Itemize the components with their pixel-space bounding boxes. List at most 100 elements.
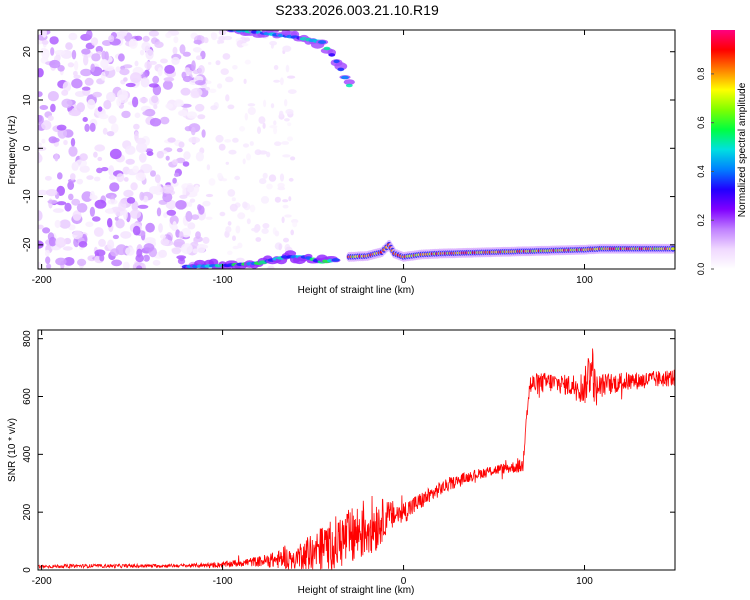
sparse-blob: [282, 154, 291, 158]
snr-x-ticks: -200 -100 0 100: [32, 330, 593, 587]
noise-blob: [182, 186, 187, 197]
noise-blob: [123, 77, 128, 82]
snr-y-ticks: 0 200 400 600 800: [22, 330, 675, 573]
sparse-blob: [215, 134, 224, 143]
noise-blob: [166, 209, 177, 216]
upper-arc-mark: [318, 40, 327, 44]
sparse-blob: [205, 80, 212, 85]
noise-blob: [136, 142, 148, 153]
noise-blob: [185, 210, 193, 222]
noise-blob: [123, 189, 134, 198]
noise-blob: [165, 103, 174, 109]
noise-blob: [185, 69, 193, 76]
noise-blob: [134, 112, 141, 119]
noise-blob: [108, 165, 115, 176]
noise-blob: [201, 83, 207, 90]
noise-blob: [142, 35, 150, 43]
sparse-blob: [241, 43, 249, 47]
figure-title: S233.2026.003.21.10.R19: [275, 2, 439, 18]
noise-blob: [125, 247, 135, 256]
noise-blob: [49, 59, 61, 69]
noise-blob: [112, 234, 119, 240]
noise-blob: [44, 249, 50, 257]
noise-blob: [149, 117, 162, 127]
noise-blob: [80, 68, 92, 77]
noise-blob: [109, 182, 120, 192]
sparse-blob: [268, 174, 277, 182]
sparse-blob: [208, 61, 212, 65]
noise-blob: [130, 182, 138, 191]
noise-blob: [76, 203, 88, 213]
snr-x-axis-label: Height of straight line (km): [298, 585, 415, 596]
noise-blob: [143, 254, 150, 262]
noise-blob: [108, 35, 115, 43]
noise-blob: [101, 40, 112, 46]
sparse-blob: [202, 200, 211, 207]
noise-blob: [159, 234, 166, 239]
noise-blob: [84, 123, 90, 132]
noise-blob: [152, 75, 160, 84]
y-tick-label: -10: [22, 189, 33, 204]
noise-blob: [51, 137, 60, 143]
noise-blob: [62, 246, 73, 251]
upper-arc-mark: [328, 53, 336, 57]
noise-blob: [57, 128, 68, 139]
noise-blob: [38, 153, 43, 164]
noise-blob: [62, 81, 72, 92]
sparse-blob: [232, 235, 236, 241]
noise-blob: [86, 175, 94, 180]
upper-arc-mark: [334, 62, 348, 71]
x-tick-label: 100: [576, 576, 593, 587]
noise-blob: [111, 123, 119, 134]
noise-blob: [154, 41, 164, 48]
noise-blob: [117, 89, 128, 101]
noise-blob: [72, 210, 82, 221]
noise-blob: [121, 110, 131, 119]
noise-blob: [138, 152, 147, 163]
noise-blob: [73, 60, 79, 71]
sparse-blob: [247, 103, 256, 107]
noise-blob: [70, 137, 76, 147]
noise-blob: [158, 249, 167, 258]
colorbar-tick-label: 0.0: [696, 263, 706, 276]
noise-blob: [195, 151, 204, 162]
sparse-blob: [274, 141, 282, 146]
noise-blob: [115, 31, 127, 38]
sparse-blob: [287, 122, 292, 127]
noise-blob: [68, 193, 74, 201]
noise-blob: [79, 153, 88, 161]
sparse-blob: [274, 230, 280, 237]
spectrogram-x-ticks: -200 -100 0 100: [32, 30, 593, 286]
sparse-blob: [266, 183, 273, 190]
noise-blob: [190, 126, 196, 136]
noise-blob: [179, 256, 185, 262]
noise-blob: [182, 51, 191, 57]
noise-blob: [165, 199, 177, 210]
sparse-blob: [249, 204, 256, 213]
noise-blob: [172, 46, 178, 55]
sparse-blob: [263, 99, 267, 108]
noise-blob: [41, 138, 46, 144]
sparse-blob: [261, 228, 269, 235]
sparse-blob: [206, 164, 211, 171]
y-tick-label: 20: [22, 46, 33, 58]
upper-arc-mark: [333, 59, 340, 64]
noise-blob: [48, 236, 57, 247]
noise-blob: [192, 248, 198, 254]
sparse-blob: [217, 83, 223, 89]
lower-arc-mark: [284, 250, 297, 257]
noise-blob: [148, 30, 159, 37]
noise-blob: [171, 56, 180, 65]
sparse-blob: [249, 141, 254, 146]
noise-blob: [98, 238, 106, 247]
noise-blob: [163, 77, 175, 82]
sparse-blob: [227, 221, 232, 226]
sparse-blob: [274, 196, 281, 203]
noise-blob: [64, 202, 72, 212]
sparse-blob: [246, 218, 251, 225]
noise-blob: [160, 58, 168, 64]
sparse-blob: [227, 104, 235, 110]
noise-blob: [181, 71, 187, 79]
sparse-blob: [273, 126, 278, 135]
noise-blob: [47, 199, 58, 204]
